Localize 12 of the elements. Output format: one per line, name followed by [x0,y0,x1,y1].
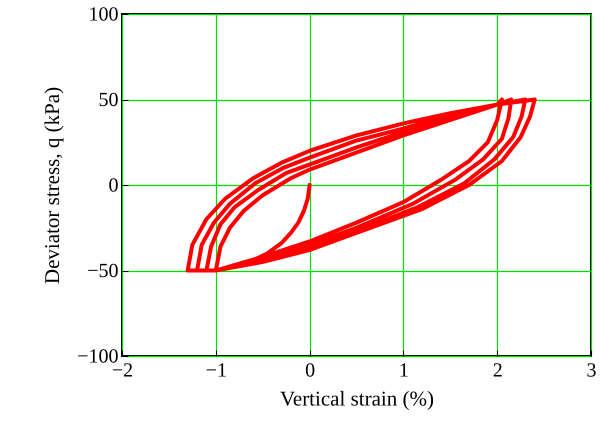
x-axis-title: Vertical strain (%) [280,386,434,410]
y-tick-label: −50 [87,260,118,282]
x-tick-label: −1 [206,360,227,382]
y-axis-title: Deviator stress, q (kPa) [40,86,64,284]
x-tick-label: 3 [586,360,596,382]
y-tick-label: 0 [108,174,118,196]
y-tick-label: 100 [88,4,118,26]
x-tick-label: 2 [492,360,503,382]
x-tick-label: 0 [305,360,316,382]
line-series [186,98,537,272]
y-tick-label: 50 [98,89,118,111]
x-tick-label: 1 [398,360,409,382]
